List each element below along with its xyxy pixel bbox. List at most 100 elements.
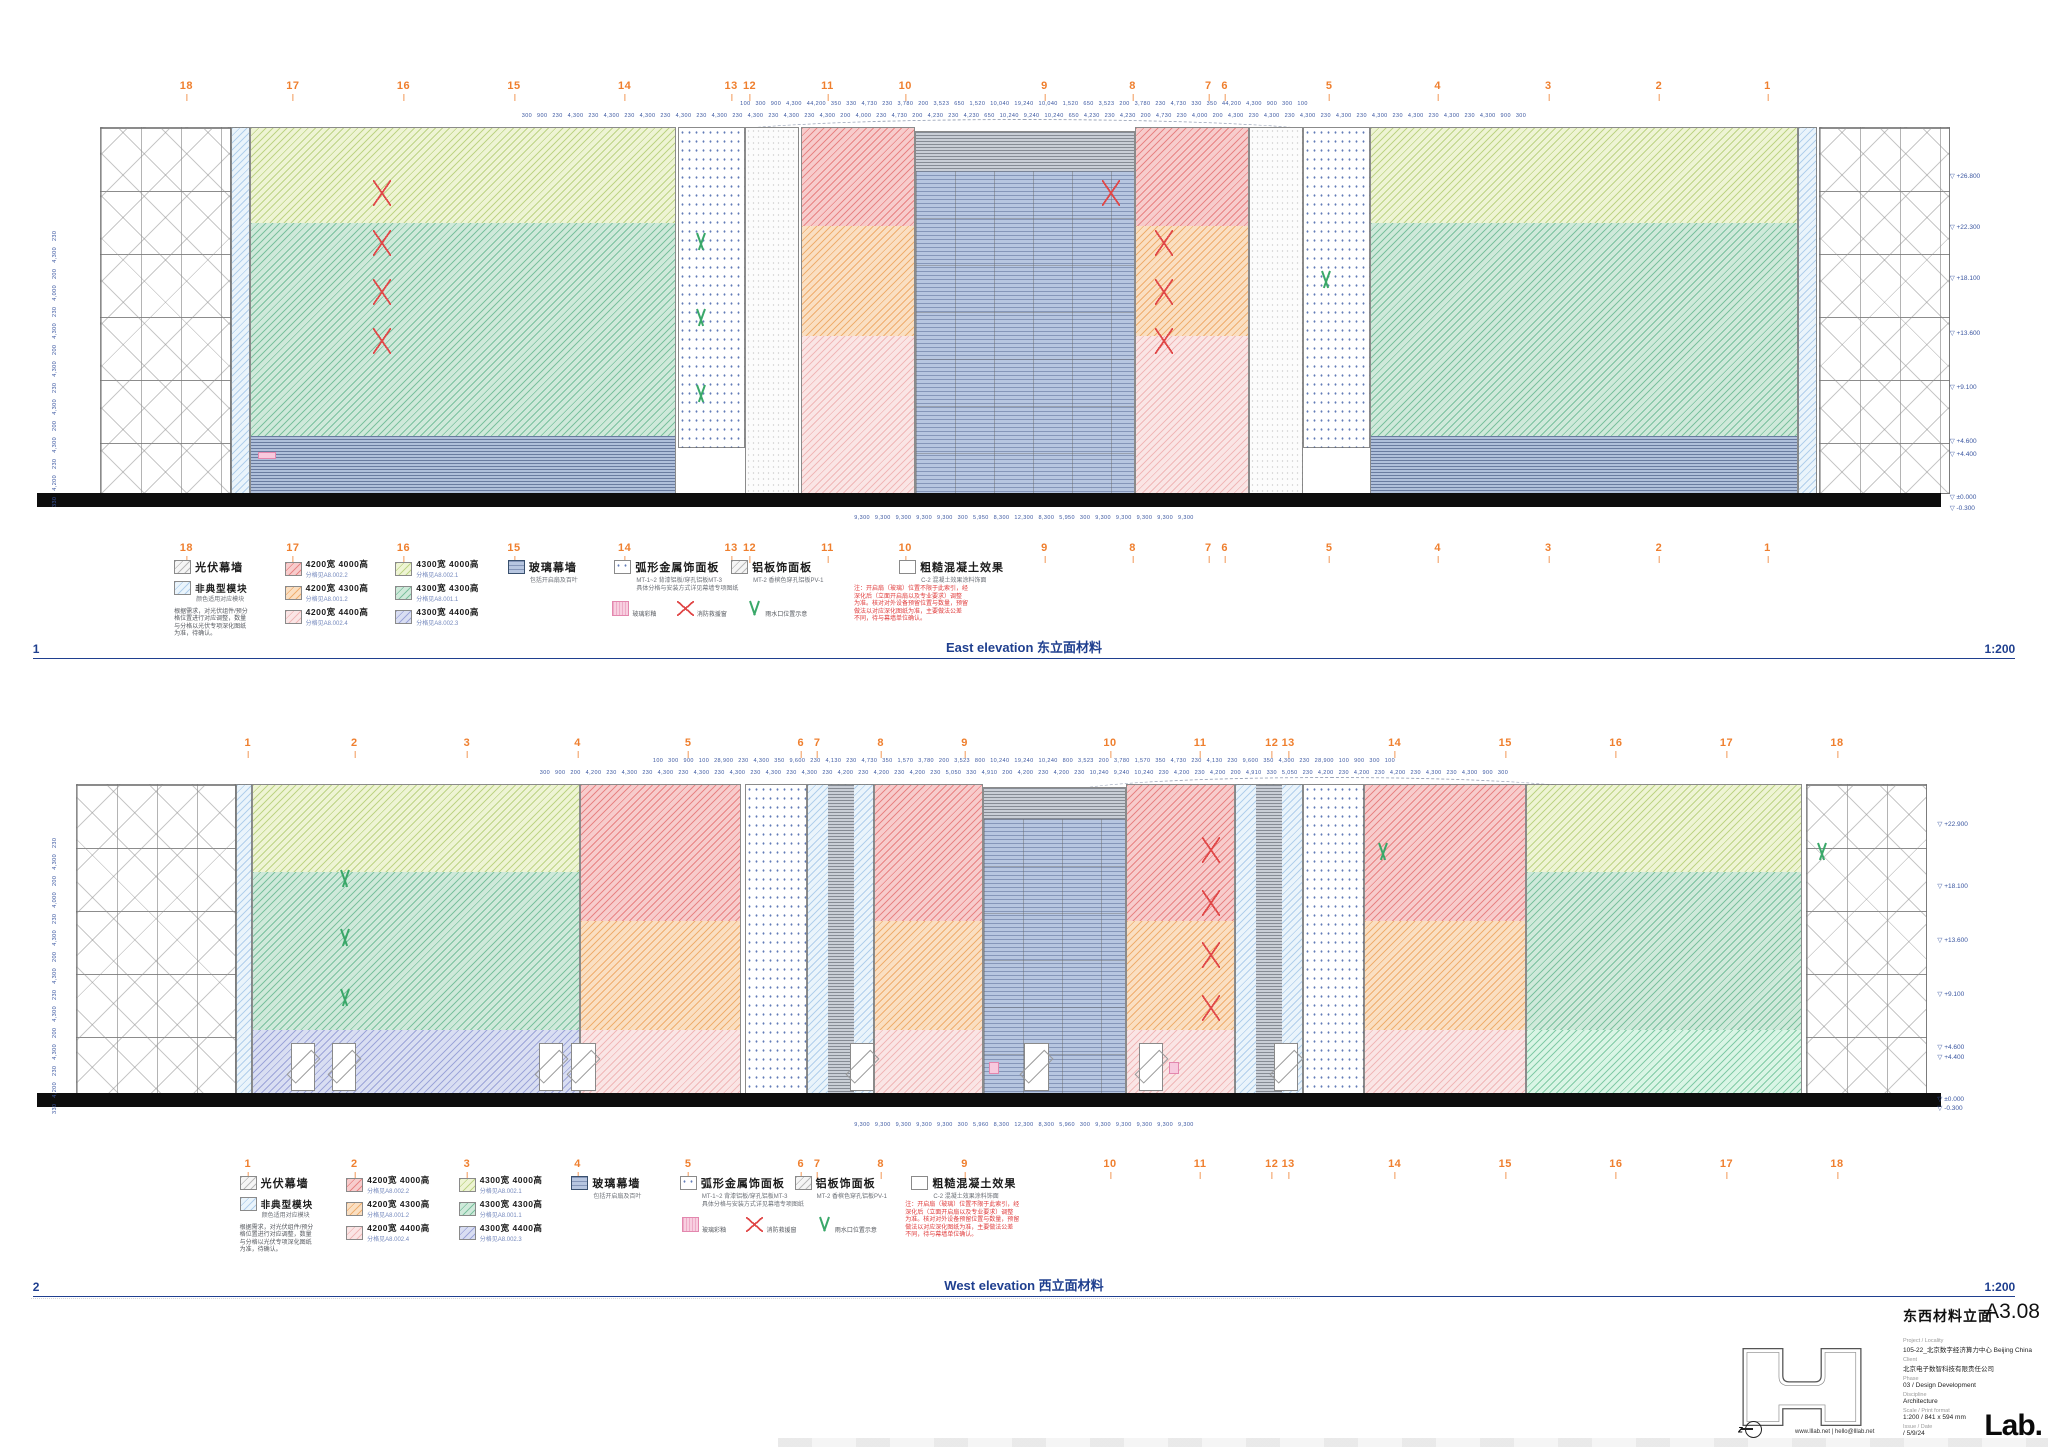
field-discipline: Discipline Architecture [1903,1392,1938,1405]
material-swatch [911,1175,929,1190]
grid-number: 9 [961,1158,968,1179]
figure-title-row: 2 West elevation 西立面材料 1:200 [32,1278,2016,1297]
grid-number: 12 [1265,737,1279,758]
legend-item: 粗糙混凝土效果 C-2 混凝土效果涂料饰面 [911,1174,1061,1202]
dimension-row-overall: 100 300 900 100 28,900 230 4,300 350 9,6… [652,758,1396,764]
pv-band-pink [801,335,915,493]
rainwater-outlet-mark [338,989,352,1007]
level-marker: ▽ ±0.000 [1937,1095,1965,1103]
figure-scale: 1:200 [1984,642,2016,656]
grid-number: 2 [1655,542,1663,563]
material-swatch [239,1196,257,1211]
grid-number: 15 [507,542,521,563]
grid-number: 1 [1764,80,1771,101]
grid-number: 17 [286,542,300,563]
door [849,1042,875,1091]
figure-title: East elevation 东立面材料 [945,640,1103,655]
pv-facade-right [1370,127,1799,494]
pv-band-red [1364,785,1525,922]
fire-rescue-window-mark [1155,328,1174,355]
material-swatch [395,561,413,576]
level-markers: ▽ +26.800 ▽ +22.300 ▽ +18.100 ▽ +13.600 ▽ +9… [1949,127,2010,512]
legend-item: 铝板饰面板 MT-2 香槟色穿孔铝板PV-1 [794,1174,945,1202]
edge-strip-left [235,784,252,1096]
rainwater-outlet-mark [338,870,352,888]
grid-number: 11 [821,542,834,563]
pv-band-teal [1526,871,1802,1030]
legend-item: 粗糙混凝土效果 C-2 混凝土效果涂料饰面 [899,558,1049,586]
legend-item: 弧形金属饰面板 MT-1~2 背漆铝板/穿孔铝板MT-3 具体分格与安装方式详见幕墙… [679,1174,830,1209]
material-swatch [346,1225,364,1240]
legend-symbols: 玻璃彩釉 消防救援窗 雨水口位置示意 [612,600,823,630]
stair-tower-right [1806,784,1928,1096]
core-glass-wall [916,171,1134,493]
grid-number: 15 [1498,1158,1512,1179]
stair-tower-left [100,127,232,494]
project-info: Project / Locality 105-22_北京数字经济算力中心 Beij… [1903,1338,2043,1440]
grid-number: 18 [179,542,193,563]
fritted-glass-mark [989,1062,1000,1075]
grid-number: 4 [574,737,581,758]
fire-rescue-window-mark [1155,279,1174,305]
field-phase: Phase 03 / Design Development [1903,1376,1976,1389]
grid-number: 11 [1193,737,1207,758]
pv-band-red [875,785,983,922]
west-elevation-panel: 1 2 3 4 5 6 7 8 9 10 11 12 13 14 15 16 17 18 100 300 900 … [0,0,2048,1300]
fire-rescue-window-mark [1202,889,1221,916]
fire-rescue-window-mark [1202,995,1221,1022]
fire-rescue-window-mark [1155,229,1174,256]
pv-facade-red-left [579,784,742,1096]
fire-rescue-window-symbol: 消防救援窗 [746,1216,796,1234]
grid-number: 9 [1041,80,1048,101]
pv-facade-left [249,127,676,494]
material-swatch [284,609,302,624]
legend-item: 4200宽 4000高 分格见A8.002.2 4200宽 4300高 分格见A8.0… [284,558,435,630]
grid-number: 14 [618,542,632,563]
figure-title: West elevation 西立面材料 [944,1278,1104,1293]
fire-rescue-window-mark [372,279,391,305]
legend-item: 玻璃幕墙 包括开启扇及百叶 [507,558,658,586]
west-elevation-drawing: ▽ +22.900 ▽ +18.100 ▽ +13.600 ▽ +9.100 ▽ +4.… [0,777,2048,1114]
material-swatch [458,1225,476,1240]
fire-rescue-window-mark [1101,180,1120,207]
pv-band-orange [1135,226,1249,336]
separator-line [30,1298,1301,1299]
ground-line [36,493,1942,507]
roof-canopy-outline [696,119,1352,138]
level-marker: ▽ +22.900 [1937,820,1968,828]
grid-number: 16 [1609,737,1623,758]
fire-rescue-window-mark [372,229,391,256]
grid-number: 8 [877,737,884,758]
material-swatch [731,559,749,574]
fire-rescue-window-mark [1202,836,1221,863]
brand-logo: Lab. [1984,1409,2043,1442]
grid-number: 13 [724,542,738,563]
grid-number: 3 [463,1158,471,1179]
level-marker: ▽ +13.600 [1949,330,1981,338]
edge-strip-right [1798,127,1817,494]
level-marker: ▽ +4.400 [1949,450,1977,458]
rainwater-outlet-mark [1376,843,1390,861]
red-x-icon [746,1217,764,1233]
material-legend: 18 17 16 15 14 13 12 11 10 9 8 7 6 5 4 3 2 1 光伏幕墙 非典型模块 颜色适… [0,542,2048,648]
material-swatch [458,1201,476,1216]
legend-item: 4300宽 4000高 分格见A8.002.1 4300宽 4300高 分格见A8.0… [458,1174,609,1246]
grid-number: 18 [1830,737,1844,758]
grid-number: 16 [1609,1158,1623,1179]
grid-number: 15 [1498,737,1512,758]
level-marker: ▽ +22.300 [1949,224,1981,232]
grid-number: 7 [813,737,821,758]
legend-symbols: 玻璃彩釉 消防救援窗 雨水口位置示意 [681,1216,893,1246]
grid-number: 5 [1325,542,1333,563]
door [1138,1042,1164,1091]
fire-rescue-window-mark [1202,942,1221,969]
fire-rescue-window-mark [372,180,391,207]
fire-rescue-window-mark [372,328,391,355]
pv-facade-green-left [251,784,580,1096]
pv-band-pink [580,1029,741,1095]
louver-band [250,436,675,493]
legend-item: 4200宽 4000高 分格见A8.002.2 4200宽 4300高 分格见A8.0… [346,1174,496,1246]
curved-metal-strip-left [745,784,807,1096]
stair-tower-left [75,784,236,1096]
door [571,1042,596,1091]
